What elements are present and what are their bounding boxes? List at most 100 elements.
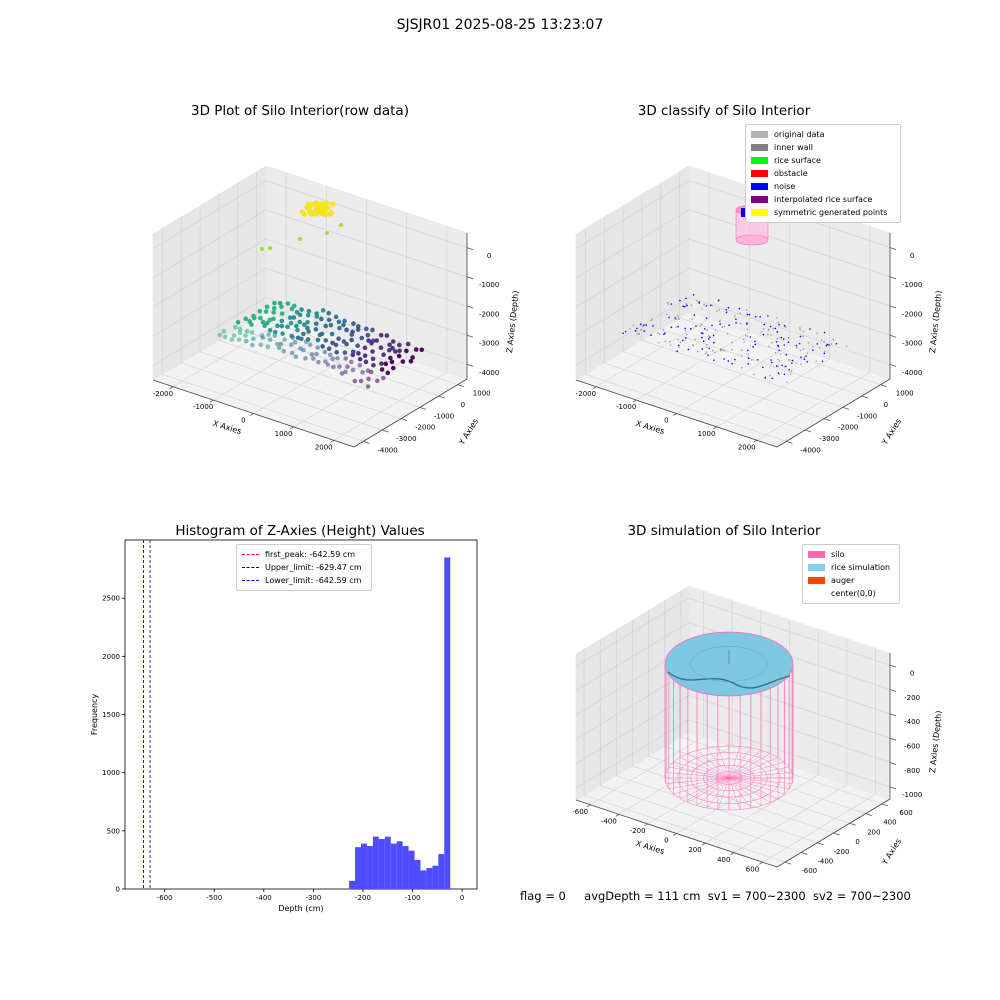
classified-point [640,328,643,331]
silo-floor-spoke [668,777,730,790]
raw-data-point [267,327,273,333]
panel1-y-tick-label: -1000 [434,412,454,420]
raw-data-point [301,331,306,337]
legend-label: symmetric generated points [774,208,888,217]
legend-swatch [808,590,825,597]
classified-point [775,365,778,367]
classified-point [643,330,646,332]
silo-floor-spoke [665,777,730,784]
raw-data-point [357,356,363,362]
classified-point [790,370,793,373]
silo-floor-spoke [728,777,771,803]
panel1-tick-z [466,247,474,250]
classified-point [707,354,709,356]
classified-point [777,358,779,361]
raw-data-point [297,312,303,318]
raw-data-point [243,338,249,344]
raw-data-point [396,353,402,359]
raw-data-point [271,316,276,322]
legend2-entry: rice surface [751,154,895,167]
raw-data-point [390,339,396,344]
classified-point [789,359,791,361]
x-tick-label: -600 [157,894,173,902]
raw-data-point [318,316,324,322]
panel1-y-tick-label: -3000 [396,435,416,443]
classified-point [624,330,627,333]
panel4-tick-z [889,664,897,668]
legend-label: Upper_limit: -629.47 cm [265,563,362,572]
classified-point [706,346,708,348]
raw-data-point [331,364,336,370]
panel2-grid-z [575,267,690,337]
raw-data-point [323,338,329,343]
raw-data-point [272,300,277,306]
raw-data-point [370,349,375,354]
classified-point [677,344,680,347]
classified-point [678,318,680,321]
panel1-grid-y [256,317,458,385]
panel4-x-tick-label: 400 [717,856,730,864]
legend-swatch [242,580,259,581]
panel4-grid-y [616,775,818,843]
legend-swatch [808,577,825,584]
panel2-y-tick-label: -1000 [857,412,877,420]
panel2-y-tick-label: -4000 [800,446,820,454]
y-tick-label: 500 [107,827,120,835]
panel4-grid-z [575,622,690,691]
raw-data-point [362,353,368,359]
legend-label: original data [774,130,825,139]
panel4-tick-y [849,822,856,826]
raw-data-point [317,332,323,338]
y-tick-label: 2500 [102,595,120,603]
raw-data-point [330,356,335,362]
raw-top-point [327,211,334,217]
panel4-x-tick-label: 200 [688,846,701,854]
silo-floor-ring [664,745,794,811]
panel4-y-tick-label: 200 [867,828,880,836]
histogram-bar [384,836,391,889]
raw-data-point [375,378,380,384]
classified-point [799,327,801,329]
classified-point [663,333,665,336]
raw-data-point [379,361,384,366]
raw-data-point [243,316,249,322]
classified-point [685,303,688,305]
classified-point [779,353,782,355]
panel4-z-tick-label: 0 [910,670,914,678]
panel2-y-tick-label: 0 [884,401,888,409]
panel1-tick-y [382,429,389,433]
panel4-y-tick-label: 400 [883,819,896,827]
panel2-grid-z [688,267,891,336]
classified-point [815,360,818,362]
raw-data-point [404,348,409,354]
histogram-bar [366,845,373,889]
classified-point [816,343,819,345]
raw-data-point [315,337,321,343]
classified-point [798,342,801,345]
panel2-tick-z [889,305,897,309]
classified-point [747,356,749,358]
raw-data-point [339,371,345,376]
classified-point [845,345,848,348]
classified-point [746,313,749,316]
panel1-grid-x [172,318,287,387]
classified-point [749,336,752,338]
raw-data-point [294,310,300,315]
classified-point [777,321,780,324]
classified-point [718,309,721,311]
panel4-tick-y [801,852,808,855]
raw-data-point [293,354,299,359]
panel1-grid-z [152,209,267,279]
raw-data-point [370,356,376,362]
classified-point [708,347,710,350]
raw-top-point [325,205,331,211]
panel2-grid-y [622,351,825,419]
panel2-grid-z [688,209,891,278]
raw-data-point [275,341,280,347]
raw-data-point [333,342,339,348]
raw-data-point [397,348,402,354]
raw-data-point [257,308,263,314]
raw-outlier-point [298,237,302,241]
classified-point [776,344,779,347]
raw-data-point [342,350,348,355]
